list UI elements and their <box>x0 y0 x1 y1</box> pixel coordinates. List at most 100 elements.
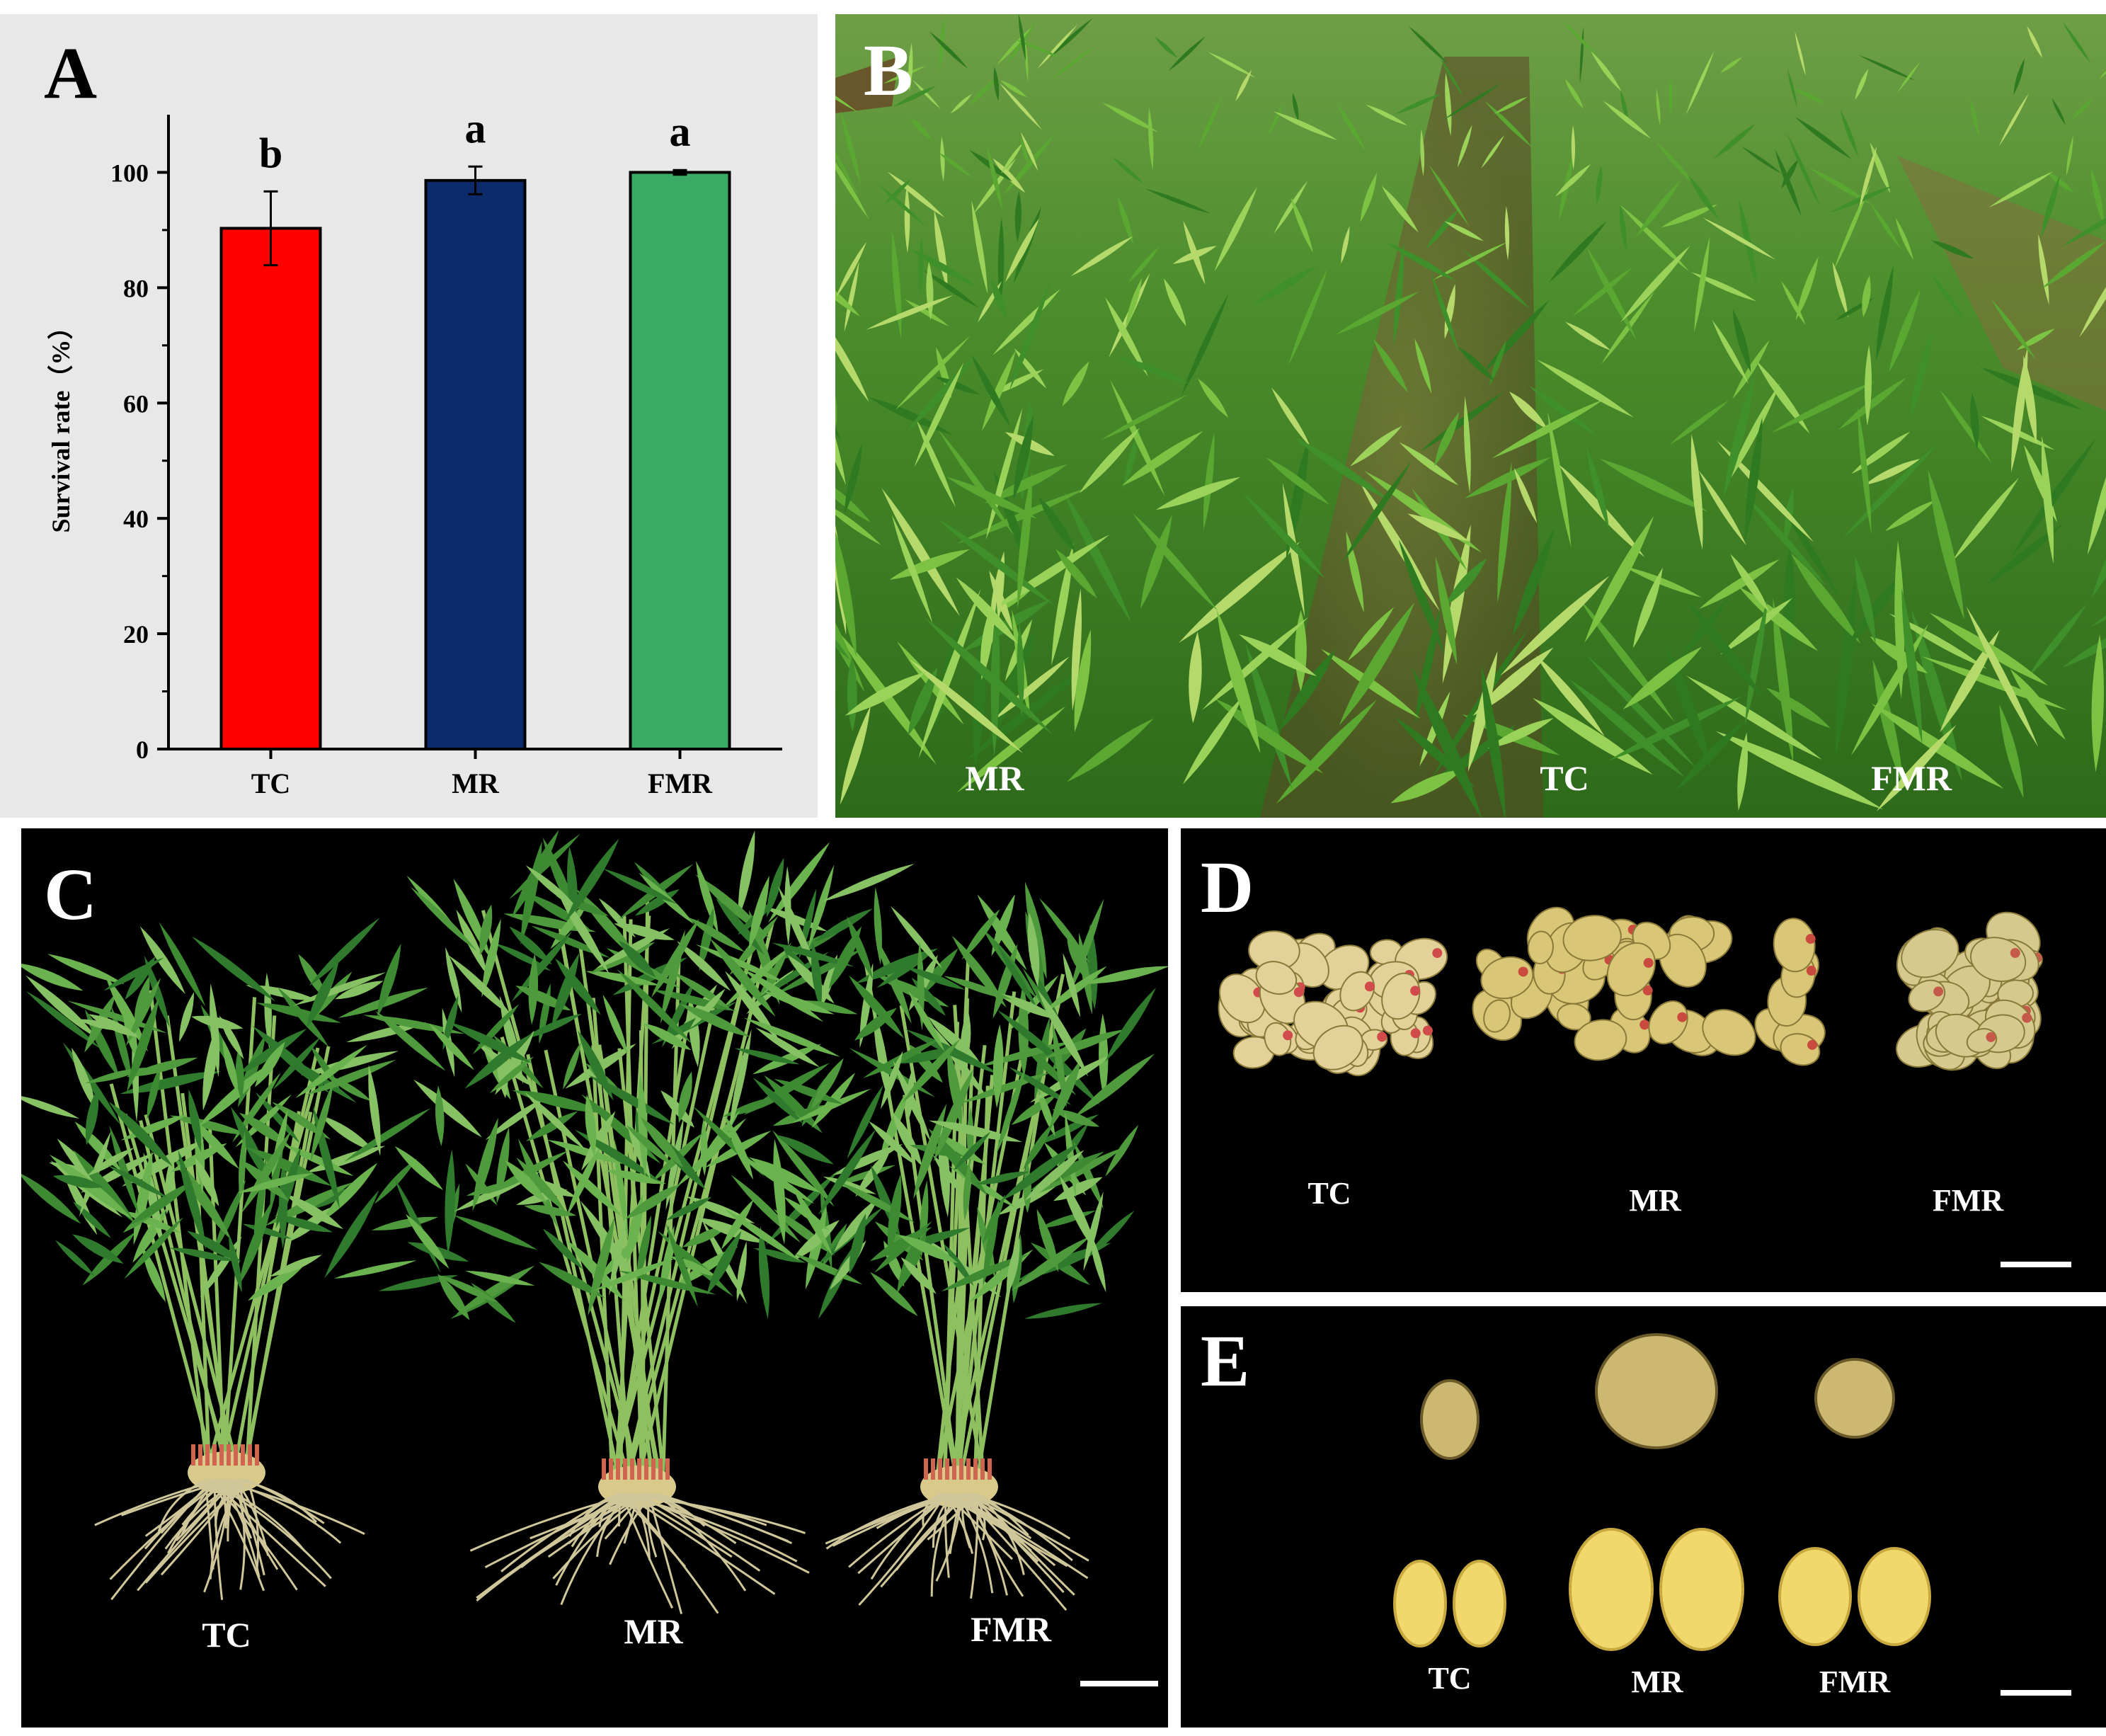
leaf <box>1895 217 1914 261</box>
rhizome-knob <box>1312 1024 1363 1070</box>
leaf <box>724 1209 801 1262</box>
leaf <box>169 1247 236 1262</box>
leaf <box>849 1214 866 1274</box>
leaf <box>1038 496 1077 553</box>
leaf <box>856 948 939 983</box>
root <box>945 1492 1014 1560</box>
whole-rhizome <box>1420 1379 1480 1460</box>
leaf <box>905 1029 1000 1075</box>
leaf <box>908 990 945 1052</box>
stem-base <box>651 1458 656 1480</box>
leaf <box>1013 415 1034 500</box>
leaf <box>1074 629 1092 733</box>
leaf <box>1876 265 1894 362</box>
leaf <box>1037 989 1089 1077</box>
stem <box>526 1053 622 1480</box>
leaf <box>1341 226 1350 264</box>
leaf <box>1292 435 1389 501</box>
leaf <box>2011 438 2096 556</box>
leaf <box>1067 930 1085 977</box>
root <box>858 1493 946 1606</box>
leaf <box>912 79 941 109</box>
leaf <box>1079 428 1140 493</box>
leaf <box>840 705 871 805</box>
rhizome-knob <box>1574 1019 1627 1061</box>
leaf <box>1000 80 1027 98</box>
leaf <box>1781 159 1799 189</box>
leaf <box>1940 389 1992 463</box>
leaf <box>969 78 996 105</box>
root <box>520 1492 624 1568</box>
soil-patch <box>1897 156 2106 411</box>
leaf <box>511 930 573 1002</box>
leaf <box>1235 69 1252 101</box>
leaf <box>1339 602 1415 726</box>
leaf <box>1274 181 1308 234</box>
leaf <box>984 464 1068 504</box>
rhizome-knob <box>1483 999 1511 1033</box>
leaf <box>624 1184 681 1219</box>
leaf <box>909 117 932 141</box>
bud-tip <box>1377 1032 1387 1042</box>
leaf <box>1065 1112 1077 1198</box>
leaf <box>593 1258 675 1291</box>
root <box>638 1492 761 1572</box>
leaf <box>239 1131 246 1200</box>
leaf <box>1991 299 2037 360</box>
leaf <box>1686 600 1763 699</box>
leaf <box>1719 57 1742 74</box>
leaf <box>1666 646 1711 767</box>
bud-tip <box>1642 985 1653 995</box>
leaf <box>893 1113 922 1167</box>
leaf <box>21 963 84 991</box>
leaf <box>721 1199 754 1250</box>
leaf <box>453 1215 538 1250</box>
leaf <box>1083 1192 1104 1272</box>
stem-base <box>945 1458 949 1480</box>
leaf <box>638 1074 648 1177</box>
leaf <box>142 1246 166 1303</box>
leaf <box>2060 217 2106 248</box>
leaf <box>47 954 125 985</box>
leaf <box>2087 476 2106 555</box>
leaf <box>997 944 1038 1009</box>
leaf <box>210 983 220 1078</box>
leaf <box>333 1260 417 1279</box>
stem-base <box>988 1458 992 1480</box>
leaf <box>854 1007 897 1041</box>
leaf <box>887 171 945 218</box>
leaf <box>1067 718 1154 782</box>
bud-tip <box>1986 1032 1996 1042</box>
leaf <box>652 989 736 1011</box>
root <box>657 1492 789 1543</box>
leaf <box>1381 185 1419 233</box>
leaf <box>1970 392 1979 449</box>
sections <box>1393 1333 1931 1651</box>
leaf <box>212 1180 246 1255</box>
leaf <box>963 1160 971 1221</box>
leaf <box>1901 588 1923 745</box>
leaf <box>1043 1029 1126 1059</box>
leaf <box>776 1134 834 1165</box>
leaf <box>774 1078 844 1104</box>
leaf <box>1062 361 1089 406</box>
root <box>617 1493 622 1527</box>
leaf <box>282 1144 354 1177</box>
leaf <box>961 909 1000 960</box>
leaf <box>734 1048 800 1065</box>
leaf <box>938 429 1015 536</box>
leaf <box>524 1204 577 1216</box>
leaf <box>1112 156 1144 184</box>
leaf <box>248 1264 305 1301</box>
leaf <box>2051 98 2066 125</box>
leaf <box>1833 185 1870 270</box>
leaf <box>752 1078 803 1124</box>
leaf <box>773 1138 786 1245</box>
leaf <box>680 1004 750 1037</box>
leaf <box>763 991 835 1015</box>
x-tick-label-tc: TC <box>251 767 291 799</box>
leaf <box>997 1010 1069 1068</box>
leaf <box>986 145 1003 210</box>
bud-tip <box>1807 1039 1818 1050</box>
y-ticks: 0 20 40 60 80 100 <box>110 159 168 764</box>
